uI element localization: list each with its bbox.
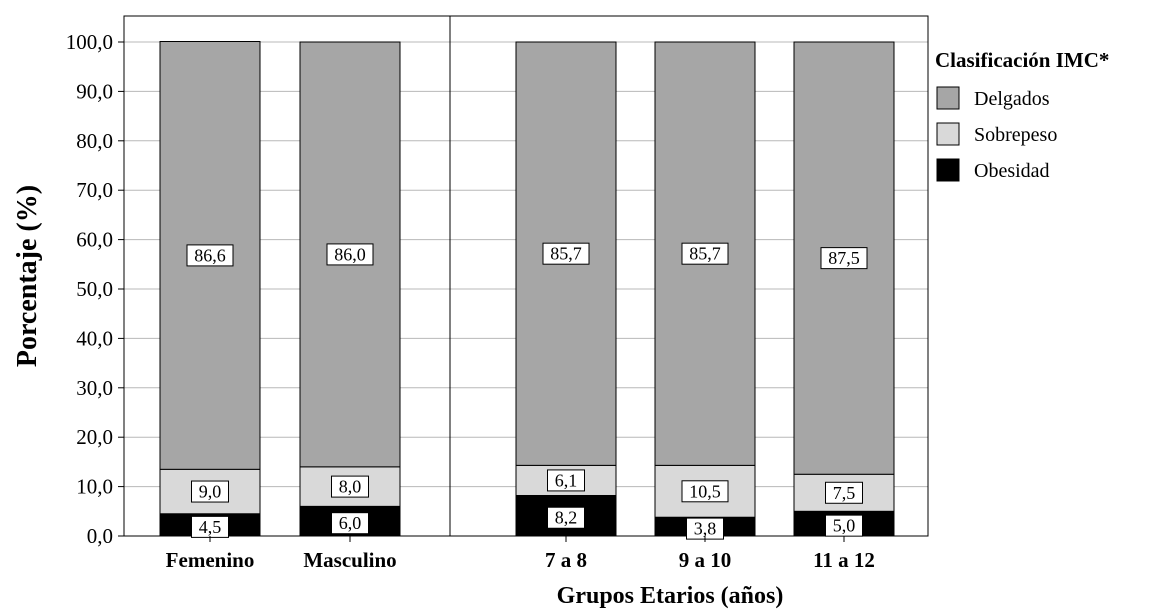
data-label: 87,5 bbox=[828, 248, 860, 268]
data-label-box bbox=[547, 469, 585, 492]
y-tick-label: 20,0 bbox=[76, 425, 113, 449]
legend-swatch-obesidad bbox=[936, 158, 960, 182]
y-axis-ticks: 0,0 10,0 20,0 30,0 40,0 50,0 60,0 70,0 80,0 90,0 1… bbox=[66, 30, 124, 548]
data-label: 85,7 bbox=[689, 244, 721, 264]
data-label: 9,0 bbox=[199, 482, 222, 502]
legend-title: Clasificación IMC* bbox=[935, 48, 1109, 72]
data-label-box bbox=[820, 247, 868, 270]
y-tick-label: 70,0 bbox=[76, 178, 113, 202]
legend-swatch-delgados bbox=[936, 86, 960, 110]
data-label: 7,5 bbox=[833, 483, 856, 503]
legend: Clasificación IMC* Delgados Sobrepeso Obes… bbox=[935, 48, 1109, 182]
y-tick-label: 50,0 bbox=[76, 277, 113, 301]
y-tick-label: 0,0 bbox=[87, 524, 113, 548]
data-label: 86,6 bbox=[194, 245, 226, 265]
y-tick-label: 30,0 bbox=[76, 376, 113, 400]
x-category-label: Femenino bbox=[166, 548, 255, 572]
x-category-label: 11 a 12 bbox=[813, 548, 875, 572]
x-axis-title: Grupos Etarios (años) bbox=[557, 583, 784, 609]
data-label-box bbox=[547, 506, 585, 529]
data-label: 3,8 bbox=[694, 519, 717, 539]
data-label-box bbox=[331, 512, 369, 535]
plot-area-frame bbox=[123, 15, 929, 537]
data-label-box bbox=[542, 242, 590, 265]
legend-label-delgados: Delgados bbox=[974, 88, 1050, 110]
y-axis-title: Porcentaje (%) bbox=[12, 185, 43, 367]
data-label: 4,5 bbox=[199, 517, 222, 537]
y-tick-label: 40,0 bbox=[76, 326, 113, 350]
data-label: 8,2 bbox=[555, 508, 578, 528]
legend-label-obesidad: Obesidad bbox=[974, 160, 1050, 182]
x-category-label: 9 a 10 bbox=[679, 548, 732, 572]
data-label: 5,0 bbox=[833, 516, 856, 536]
y-tick-label: 10,0 bbox=[76, 475, 113, 499]
data-label: 6,0 bbox=[339, 513, 362, 533]
y-tick-label: 90,0 bbox=[76, 79, 113, 103]
data-label: 8,0 bbox=[339, 477, 362, 497]
y-tick-label: 80,0 bbox=[76, 129, 113, 153]
data-label-box bbox=[681, 242, 729, 265]
data-label: 85,7 bbox=[550, 244, 582, 264]
data-label-box bbox=[186, 244, 234, 267]
data-label: 10,5 bbox=[689, 481, 721, 501]
data-label-box bbox=[191, 480, 229, 503]
data-label-box bbox=[681, 480, 729, 503]
legend-swatch-sobrepeso bbox=[936, 122, 960, 146]
y-tick-label: 60,0 bbox=[76, 228, 113, 252]
x-axis-categories: Femenino Masculino 7 a 8 9 a 10 11 a 12 bbox=[166, 536, 875, 572]
data-label-box bbox=[331, 475, 369, 498]
data-label-box bbox=[825, 481, 863, 504]
legend-label-sobrepeso: Sobrepeso bbox=[974, 124, 1057, 146]
y-tick-label: 100,0 bbox=[66, 30, 113, 54]
x-category-label: Masculino bbox=[303, 548, 396, 572]
data-labels: 4,5 9,0 86,6 6,0 8,0 86,0 8,2 6,1 85,7 3,8 10,5 85,… bbox=[186, 242, 868, 540]
data-label: 86,0 bbox=[334, 244, 366, 264]
data-label: 6,1 bbox=[555, 470, 578, 490]
x-category-label: 7 a 8 bbox=[545, 548, 587, 572]
data-label-box bbox=[326, 243, 374, 266]
